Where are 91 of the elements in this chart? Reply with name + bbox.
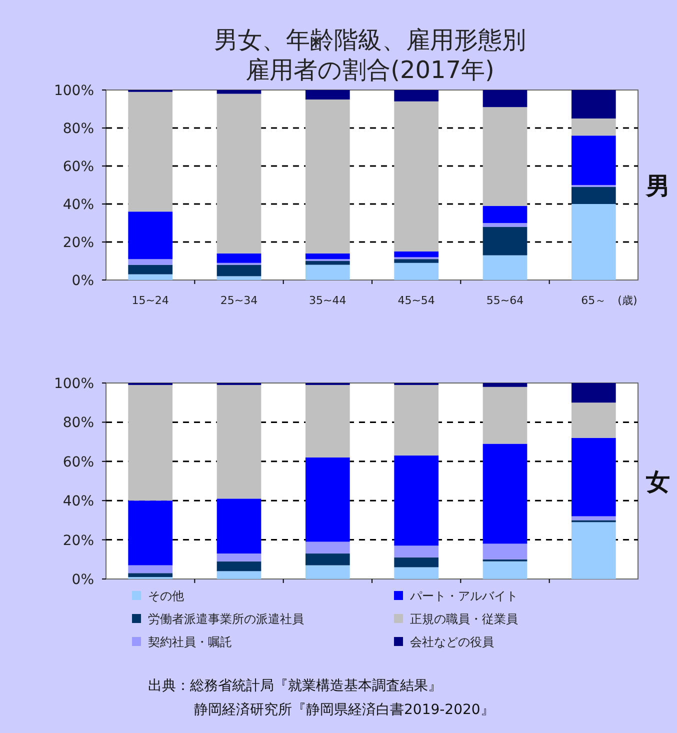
bar [394,252,438,258]
bar [216,561,262,572]
bar [482,255,528,280]
y-tick-label: 20% [62,235,94,251]
bar [128,500,172,566]
bar [394,384,438,456]
y2-axis-title: 女 [645,468,670,496]
bar [572,438,616,516]
x-tick-label: 45~54 [398,294,435,307]
bar [482,383,528,387]
y-tick-label: 0% [72,273,94,289]
bar [482,444,528,544]
bar [482,544,528,560]
bar [482,561,528,579]
bar [306,554,350,566]
bar [394,456,438,546]
y2-axis-title: 男 [645,172,670,200]
bar [216,253,262,263]
bar [216,554,262,562]
legend-label: 労働者派遣事業所の派遣社員 [148,612,304,626]
bar [394,259,438,263]
bar [306,384,350,458]
bar [572,402,616,438]
bar [572,522,616,579]
y-tick-label: 20% [62,532,94,549]
text: 静岡経済研究所『静岡県経済白書2019-2020』 [194,702,494,718]
x-tick-label: 35~44 [309,294,346,307]
bar [306,457,350,542]
bar [128,384,172,501]
bar [306,264,350,280]
bar [128,212,172,260]
legend-label: 会社などの役員 [410,635,494,649]
legend-label: 正規の職員・従業員 [410,612,518,626]
chart-subtitle: 雇用者の割合(2017年) [246,56,494,84]
bar [306,90,350,100]
bar [216,384,262,499]
bar [572,90,616,118]
chart-title: 男女、年齢階級、雇用形態別 [214,26,526,54]
x-tick-label: 55~64 [486,294,524,307]
bar [482,206,528,223]
bar [572,383,616,403]
x-axis-title: (歳) [618,294,638,307]
bar [482,223,528,227]
y-tick-label: 60% [62,159,94,175]
bar [306,542,350,554]
y-tick-label: 60% [62,454,94,470]
bar [572,118,616,136]
bar [128,274,172,280]
y-tick-label: 80% [62,121,94,137]
bar [306,253,350,260]
y-tick-label: 40% [62,197,94,213]
bar [394,90,438,102]
bar [394,567,438,579]
y-tick-label: 80% [62,415,94,432]
bar [394,262,438,280]
bar [128,259,172,265]
bar [572,136,616,185]
bar [482,386,528,444]
legend-label: その他 [148,589,184,603]
bar [572,516,616,520]
bar [306,261,350,265]
bar [216,94,262,254]
x-tick-label: 25~34 [220,294,258,307]
bar [572,204,616,280]
source-note: 出典：総務省統計局『就業構造基本調査結果』 [148,678,442,694]
x-tick-label: 65～ [581,294,606,307]
bar [482,107,528,206]
y-tick-label: 0% [72,572,94,588]
bar [216,571,262,579]
y-tick-label: 100% [54,376,94,392]
bar [216,264,262,276]
bar [128,264,172,274]
bar [572,186,616,204]
bar [128,565,172,574]
y-tick-label: 100% [54,83,94,99]
legend-label: パート・アルバイト [409,589,518,603]
legend-label: 契約社員・嘱託 [148,635,232,649]
bar [128,92,172,212]
bar [482,226,528,256]
y-tick-label: 40% [62,494,94,510]
x-tick-label: 15~24 [132,294,169,307]
bar [394,101,438,252]
bar [216,498,262,554]
bar [306,565,350,579]
bar [306,100,350,254]
bar [216,276,262,280]
bar [394,557,438,568]
bar [216,90,262,94]
bar [482,90,528,108]
bar [128,573,172,578]
bar [394,546,438,558]
